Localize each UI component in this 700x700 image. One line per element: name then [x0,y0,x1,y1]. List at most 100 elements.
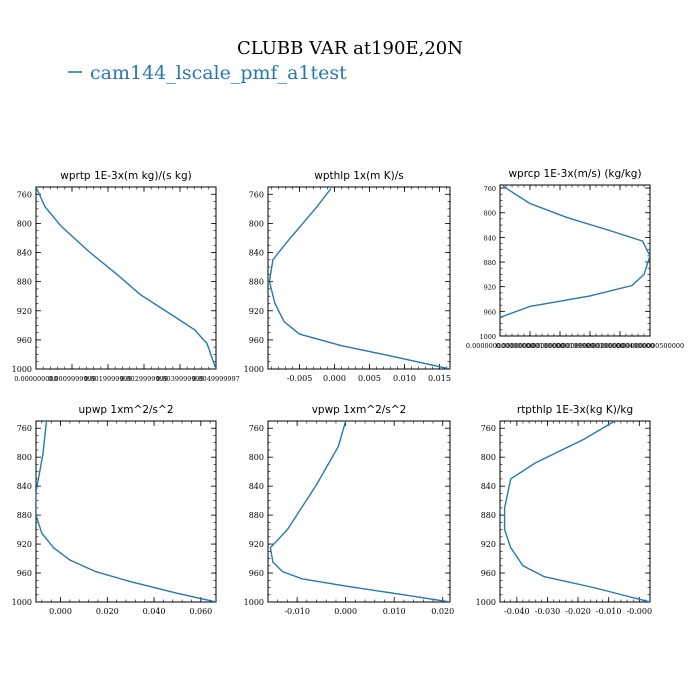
y-tick-label: 880 [484,259,496,267]
y-tick-label: 760 [481,424,496,433]
x-tick-label: 0.000 [49,607,72,616]
x-tick-label: 0.000000000 [14,375,57,383]
y-tick-label: 960 [17,569,32,578]
y-tick-label: 760 [17,190,32,199]
figure-title: CLUBB VAR at190E,20N [237,38,463,59]
y-tick-label: 840 [484,234,496,242]
x-tick-label: 0.0049999997 [192,375,240,383]
y-tick-label: 880 [481,511,496,520]
y-tick-label: 960 [249,569,264,578]
y-tick-label: 800 [17,453,32,462]
y-tick-label: 1000 [476,598,496,607]
y-tick-label: 920 [17,307,32,316]
x-tick-label: 0.0019999999 [84,375,132,383]
y-tick-label: 800 [249,219,264,228]
y-tick-label: 760 [17,424,32,433]
x-tick-label: 0.020 [96,607,119,616]
y-tick-label: 920 [249,540,264,549]
x-tick-label: 0.000000000100000 [496,342,564,350]
y-tick-label: 760 [249,190,264,199]
x-tick-label: 0.015 [428,374,451,383]
series-line [503,421,650,602]
panel-5: vpwp 1xm^2/s^2 760 800 840 880 920 960 1000 -0.0… [244,404,455,616]
y-tick-label: 1000 [244,365,264,374]
y-tick-label: 880 [249,511,264,520]
axes-frame [267,420,451,603]
panel-6: rtpthlp 1E-3x(kg K)/kg 760 800 840 880 920 960… [476,404,652,616]
panel-grid: wprtp 1E-3x(m kg)/(s kg) 760 800 840 880 920 9… [12,168,684,616]
x-tick-label: -0.040 [504,607,530,616]
x-tick-label: 0.0009999999 [48,375,96,383]
series-line [500,185,650,319]
series-line [36,187,216,369]
y-tick-label: 960 [481,569,496,578]
x-tick-label: 0.0039999999 [156,375,204,383]
axes-frame [499,184,651,337]
panel-title: wpthlp 1x(m K)/s [314,170,404,182]
series-line [268,188,450,369]
panel-1: wprtp 1E-3x(m kg)/(s kg) 760 800 840 880 920 9… [12,170,240,383]
y-tick-label: 840 [17,249,32,258]
y-tick-label: 800 [17,219,32,228]
x-tick-label: -0.005 [287,374,313,383]
y-tick-label: 840 [249,482,264,491]
y-tick-label: 960 [249,336,264,345]
y-tick-label: 1000 [244,598,264,607]
x-tick-label: 0.0029999999 [120,375,168,383]
axes-frame [35,420,217,603]
y-tick-label: 880 [17,278,32,287]
panel-title: vpwp 1xm^2/s^2 [312,404,407,416]
y-tick-label: 920 [17,540,32,549]
y-tick-label: 960 [17,336,32,345]
x-tick-label: -0.010 [596,607,622,616]
y-tick-label: 840 [249,249,264,258]
x-tick-label: 0.000000000000000 [466,342,534,350]
x-tick-label: 0.060 [189,607,212,616]
legend-label: cam144_lscale_pmf_a1test [90,62,347,84]
panel-3: wprcp 1E-3x(m/s) (kg/kg) 760 800 840 880 920 9… [466,168,684,350]
y-tick-label: 880 [249,278,264,287]
y-tick-label: 920 [249,307,264,316]
x-tick-label: 0.000000000199999 [526,342,594,350]
x-tick-label: 0.010 [383,607,406,616]
x-tick-label: -0.010 [284,607,310,616]
panel-title: upwp 1xm^2/s^2 [79,404,174,416]
x-tick-label: 0.010 [393,374,416,383]
y-tick-label: 800 [484,210,496,218]
axes-frame [499,420,651,603]
y-tick-label: 920 [481,540,496,549]
panel-title: wprcp 1E-3x(m/s) (kg/kg) [508,168,641,180]
panel-title: rtpthlp 1E-3x(kg K)/kg [517,404,633,416]
x-tick-label: 0.005 [358,374,381,383]
y-tick-label: 760 [484,185,496,193]
series-line [36,421,216,602]
panel-4: upwp 1xm^2/s^2 760 800 840 880 920 960 1000 0.00… [12,404,217,616]
y-tick-label: 1000 [479,333,496,341]
x-tick-label: 0.000 [323,374,346,383]
x-tick-label: 0.000000000400000 [586,342,654,350]
y-tick-label: 1000 [12,365,32,374]
series-line [269,421,450,602]
panel-2: wpthlp 1x(m K)/s 760 800 840 880 920 960 1000 -0… [244,170,451,383]
y-tick-label: 800 [249,453,264,462]
y-tick-label: 960 [484,308,496,316]
y-tick-label: 840 [481,482,496,491]
y-tick-label: 920 [484,284,496,292]
axes-frame [35,186,217,370]
x-tick-label: -0.000 [626,607,652,616]
x-tick-label: 0.040 [143,607,166,616]
panel-title: wprtp 1E-3x(m kg)/(s kg) [60,170,191,182]
x-tick-label: 0.000 [334,607,357,616]
y-tick-label: 880 [17,511,32,520]
y-tick-label: 1000 [12,598,32,607]
x-tick-label: 0.000000000500000 [616,342,684,350]
y-tick-label: 760 [249,424,264,433]
x-tick-label: -0.020 [565,607,591,616]
y-tick-label: 840 [17,482,32,491]
x-tick-label: 0.000000000300000 [556,342,624,350]
x-tick-label: 0.020 [431,607,454,616]
x-tick-label: -0.030 [535,607,561,616]
y-tick-label: 800 [481,453,496,462]
axes-frame [267,186,451,370]
